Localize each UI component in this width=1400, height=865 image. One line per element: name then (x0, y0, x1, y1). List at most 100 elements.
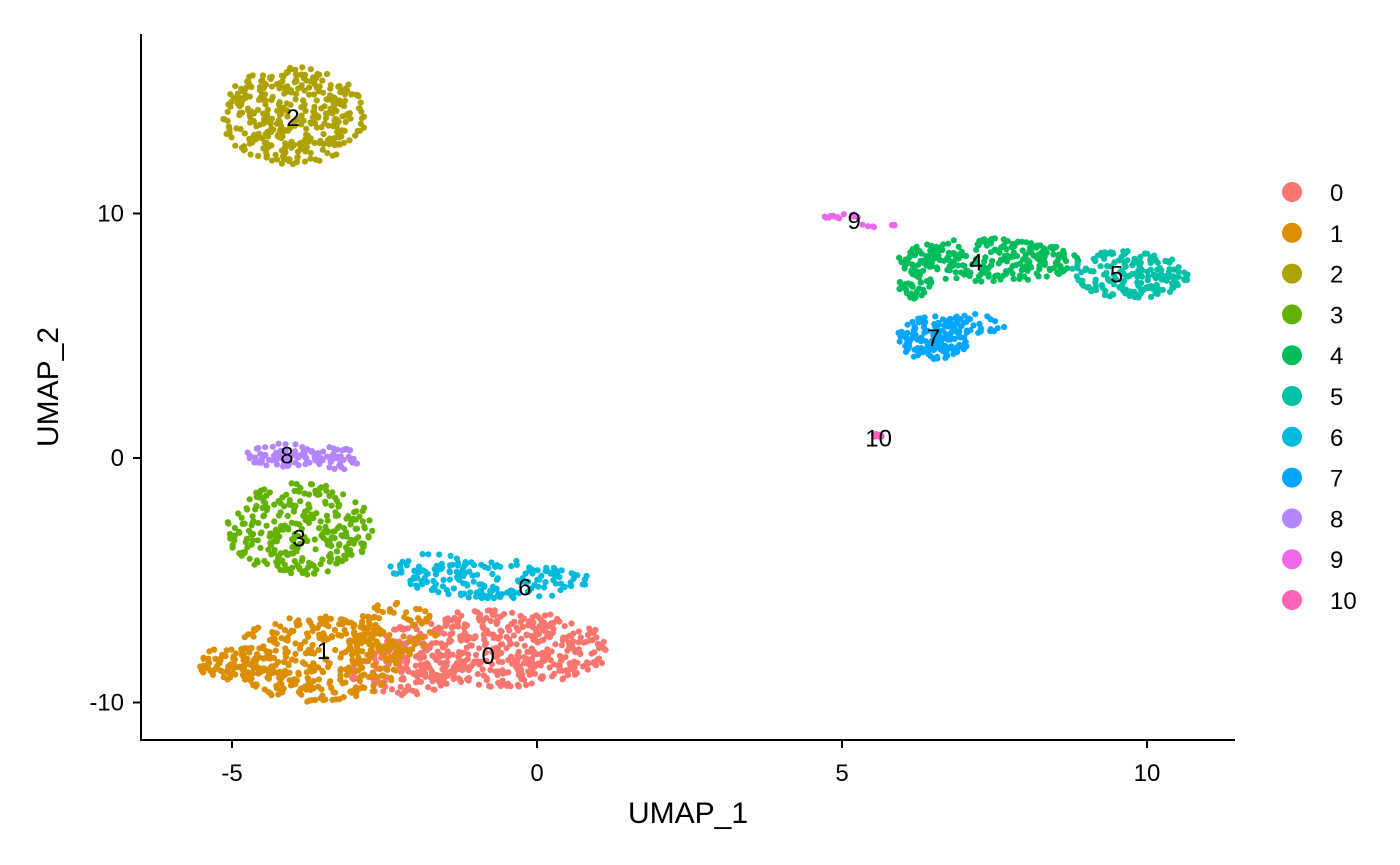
cell-point (360, 613, 367, 620)
cell-point (280, 567, 288, 574)
cell-point (230, 94, 237, 101)
legend-label: 8 (1330, 506, 1343, 533)
cell-point (302, 138, 309, 145)
cell-point (338, 621, 345, 628)
cell-point (335, 503, 342, 510)
cell-point (903, 286, 910, 293)
cell-point (277, 623, 284, 630)
cell-point (489, 570, 496, 578)
cell-point (515, 653, 522, 661)
cell-point (480, 672, 487, 679)
cell-point (438, 640, 445, 647)
cell-point (556, 574, 563, 581)
cell-point (358, 108, 365, 115)
cell-point (324, 70, 331, 78)
cell-point (910, 353, 918, 360)
cell-point (360, 657, 367, 664)
cell-point (387, 563, 394, 570)
cell-point (1158, 267, 1165, 274)
cell-point (1043, 273, 1050, 280)
cell-point (583, 638, 590, 645)
cell-point (404, 625, 411, 632)
cell-point (475, 681, 482, 688)
cell-point (308, 696, 315, 704)
cell-point (481, 583, 488, 590)
cell-point (340, 103, 348, 110)
cell-point (232, 142, 239, 149)
cell-point (283, 88, 290, 96)
cell-point (342, 118, 349, 126)
cell-point (332, 115, 339, 122)
cell-point (294, 622, 301, 629)
cell-point (519, 623, 526, 631)
cell-point (328, 684, 335, 692)
cell-point (1110, 281, 1117, 288)
cell-point (336, 542, 343, 549)
cell-point (902, 348, 910, 355)
cell-point (234, 663, 241, 671)
cell-point (1122, 263, 1129, 270)
cell-point (446, 668, 453, 675)
cell-point (473, 593, 480, 600)
cell-point (922, 319, 929, 326)
cell-point (250, 633, 257, 640)
cell-point (361, 525, 368, 532)
cell-point (370, 614, 377, 621)
cell-point (1080, 282, 1087, 289)
cell-point (331, 135, 338, 142)
cell-point (245, 631, 252, 638)
cell-point (503, 645, 510, 652)
cell-point (541, 612, 549, 619)
cell-point (301, 638, 309, 645)
cell-point (915, 349, 922, 357)
y-tick-label: 10 (97, 201, 124, 228)
cell-point (913, 243, 920, 250)
cell-point (341, 626, 348, 634)
cell-point (984, 313, 991, 320)
x-axis-title: UMAP_1 (628, 797, 748, 830)
cell-point (297, 540, 304, 547)
cell-point (249, 531, 256, 538)
cell-point (476, 617, 483, 624)
cell-point (227, 535, 234, 542)
cell-point (1135, 267, 1142, 274)
cell-point (238, 101, 245, 108)
legend-label: 1 (1330, 221, 1343, 248)
cell-point (352, 499, 359, 506)
cell-point (979, 237, 986, 244)
legend-swatch (1282, 386, 1302, 406)
cell-point (336, 696, 343, 703)
cell-point (224, 676, 231, 683)
cell-point (381, 653, 388, 660)
cell-point (1047, 244, 1054, 251)
cell-point (986, 237, 993, 244)
cell-point (997, 276, 1004, 283)
cell-point (529, 570, 536, 577)
cell-point (426, 629, 433, 636)
cell-point (223, 131, 230, 138)
cell-point (1078, 269, 1085, 276)
cell-point (221, 116, 228, 123)
cell-point (272, 647, 279, 654)
cell-point (437, 682, 444, 689)
cell-point (1036, 262, 1043, 269)
cell-point (503, 682, 511, 689)
cell-point (212, 655, 219, 663)
cell-point (920, 267, 927, 274)
cell-point (238, 95, 245, 102)
cell-point (260, 145, 267, 152)
cell-point (322, 613, 329, 620)
cell-point (438, 560, 445, 568)
legend-item-2: 2 (1282, 262, 1343, 289)
cell-point (398, 668, 405, 675)
cell-point (328, 542, 335, 550)
cell-point (917, 338, 925, 345)
cell-point (990, 328, 998, 335)
cell-point (933, 243, 940, 250)
cell-point (1093, 287, 1100, 294)
cell-point (965, 315, 972, 322)
cell-point (316, 157, 323, 164)
cell-point (907, 249, 914, 256)
cell-point (225, 520, 232, 527)
cell-point (285, 158, 293, 165)
